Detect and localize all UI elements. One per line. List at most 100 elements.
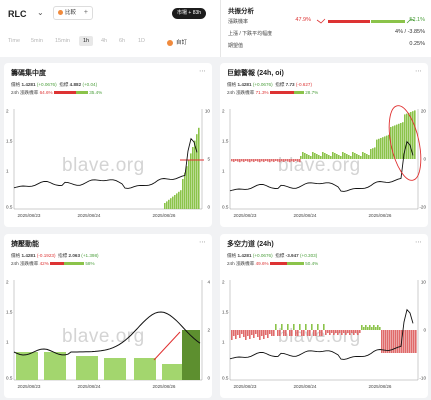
indicator-bar bbox=[190, 153, 192, 209]
compare-button[interactable]: 比較 + bbox=[53, 6, 93, 20]
price-line: 價格 1.4281 (-0.1923) 指標 2.063 (+1.398) bbox=[11, 253, 99, 259]
indicator-bar bbox=[267, 159, 269, 162]
indicator-bar bbox=[334, 153, 336, 159]
indicator-value: -3.947 bbox=[285, 253, 299, 258]
indicator-bar bbox=[381, 330, 383, 353]
indicator-bar bbox=[178, 191, 180, 209]
y-tick-left: 1.5 bbox=[222, 139, 229, 144]
indicator-bar bbox=[277, 330, 279, 336]
indicator-bar bbox=[265, 330, 267, 335]
indicator-bar bbox=[333, 330, 335, 335]
indicator-label: 指標 bbox=[59, 82, 69, 87]
more-icon[interactable]: ⋯ bbox=[199, 239, 206, 246]
chart-area: 2 1.5 1 0.5 10 5 0 2025/08/23 2025/08/24 2025/08/… bbox=[6, 109, 210, 219]
chevron-down-icon[interactable]: ⌄ bbox=[37, 8, 44, 17]
indicator-bar bbox=[237, 159, 239, 162]
x-tick-label: 2025/08/23 bbox=[234, 384, 257, 389]
indicator-bar bbox=[287, 324, 289, 330]
indicator-bar bbox=[291, 159, 293, 162]
indicator-bar bbox=[329, 330, 331, 335]
y-tick-left: 0.5 bbox=[222, 205, 229, 210]
prob-label: 24h 漲跌機率 bbox=[11, 261, 39, 266]
y-tick-left: 2 bbox=[6, 280, 9, 285]
indicator-bar bbox=[312, 152, 314, 159]
indicator-bar bbox=[370, 149, 372, 159]
indicator-bar bbox=[255, 159, 257, 161]
subscribe-button[interactable]: 自訂 bbox=[167, 38, 187, 46]
y-tick-right: 0 bbox=[207, 376, 210, 381]
prob-line: 24h 漲跌機率 64.6% 35.4% bbox=[11, 90, 102, 96]
status-badge[interactable]: 市場 + 83h bbox=[172, 8, 207, 19]
indicator-bar bbox=[395, 330, 397, 353]
indicator-bar bbox=[271, 330, 273, 336]
more-icon[interactable]: ⋯ bbox=[199, 68, 206, 75]
indicator-bar bbox=[279, 330, 281, 336]
x-tick-label: 2025/08/26 bbox=[153, 384, 176, 389]
indicator-bar bbox=[361, 325, 363, 330]
subscribe-label: 自訂 bbox=[176, 40, 188, 46]
indicator-bar bbox=[239, 159, 241, 163]
indicator-bar bbox=[188, 159, 190, 209]
more-icon[interactable]: ⋯ bbox=[415, 68, 422, 75]
symbol-selector[interactable]: RLC bbox=[8, 9, 27, 19]
indicator-bar bbox=[338, 155, 340, 159]
indicator-bar bbox=[283, 159, 285, 162]
indicator-bar bbox=[307, 330, 309, 336]
price-value: 1.4281 bbox=[237, 253, 252, 258]
tab-5min[interactable]: 5min bbox=[31, 38, 43, 44]
annotation-ellipse bbox=[388, 105, 422, 181]
indicator-bar bbox=[409, 330, 411, 353]
prob-label: 24h 漲跌機率 bbox=[11, 90, 39, 95]
prob-up: 28.7% bbox=[305, 90, 319, 95]
indicator-bar bbox=[231, 330, 233, 340]
indicator-bar bbox=[249, 159, 251, 163]
tab-6h[interactable]: 6h bbox=[119, 38, 126, 44]
prob-down: 71.3% bbox=[255, 90, 269, 95]
indicator-bar bbox=[394, 125, 396, 159]
indicator-bar bbox=[322, 152, 324, 159]
indicator-bar bbox=[358, 155, 360, 159]
indicator-bar bbox=[241, 330, 243, 334]
indicator-bar bbox=[313, 330, 315, 336]
indicator-bar bbox=[303, 330, 305, 336]
panel-title: 巨鯨警報 (24h, oi) bbox=[227, 70, 284, 77]
indicator-bar bbox=[412, 111, 414, 159]
y-tick-right: 20 bbox=[421, 109, 427, 114]
tab-1d[interactable]: 1D bbox=[138, 38, 146, 44]
indicator-bar bbox=[388, 134, 390, 159]
indicator-bar bbox=[306, 154, 308, 159]
indicator-bar bbox=[316, 154, 318, 159]
tab-1h[interactable]: 1h bbox=[79, 36, 93, 46]
tab-time-label: Time bbox=[8, 38, 21, 44]
indicator-bar bbox=[337, 330, 339, 335]
prob-down-bar bbox=[269, 91, 294, 95]
indicator-bar bbox=[287, 159, 289, 162]
indicator-bar bbox=[314, 153, 316, 159]
more-icon[interactable]: ⋯ bbox=[415, 239, 422, 246]
x-tick-label: 2025/08/26 bbox=[369, 213, 392, 218]
y-tick-right: 4 bbox=[207, 280, 210, 285]
indicator-bar bbox=[405, 330, 407, 353]
y-tick-right: 5 bbox=[207, 157, 210, 162]
indicator-bar bbox=[357, 330, 359, 335]
indicator-bar bbox=[330, 156, 332, 159]
indicator-bar bbox=[324, 153, 326, 159]
indicator-bar bbox=[233, 330, 235, 336]
indicator-bar bbox=[251, 330, 253, 335]
price-label: 價格 bbox=[227, 82, 237, 87]
indicator-bar bbox=[245, 159, 247, 161]
indicator-bar bbox=[373, 325, 375, 330]
tab-4h[interactable]: 4h bbox=[101, 38, 108, 44]
indicator-bar bbox=[168, 199, 170, 209]
indicator-bar bbox=[382, 137, 384, 159]
indicator-bar bbox=[279, 159, 281, 163]
compare-label: 比較 bbox=[65, 10, 77, 16]
indicator-bar bbox=[327, 330, 329, 333]
indicator-bar bbox=[311, 324, 313, 330]
indicator-bar bbox=[404, 114, 406, 159]
indicator-bar bbox=[253, 330, 255, 338]
indicator-bar bbox=[346, 154, 348, 159]
prob-up: 35.4% bbox=[89, 90, 103, 95]
tab-15min[interactable]: 15min bbox=[55, 38, 70, 44]
indicator-bar bbox=[174, 195, 176, 209]
